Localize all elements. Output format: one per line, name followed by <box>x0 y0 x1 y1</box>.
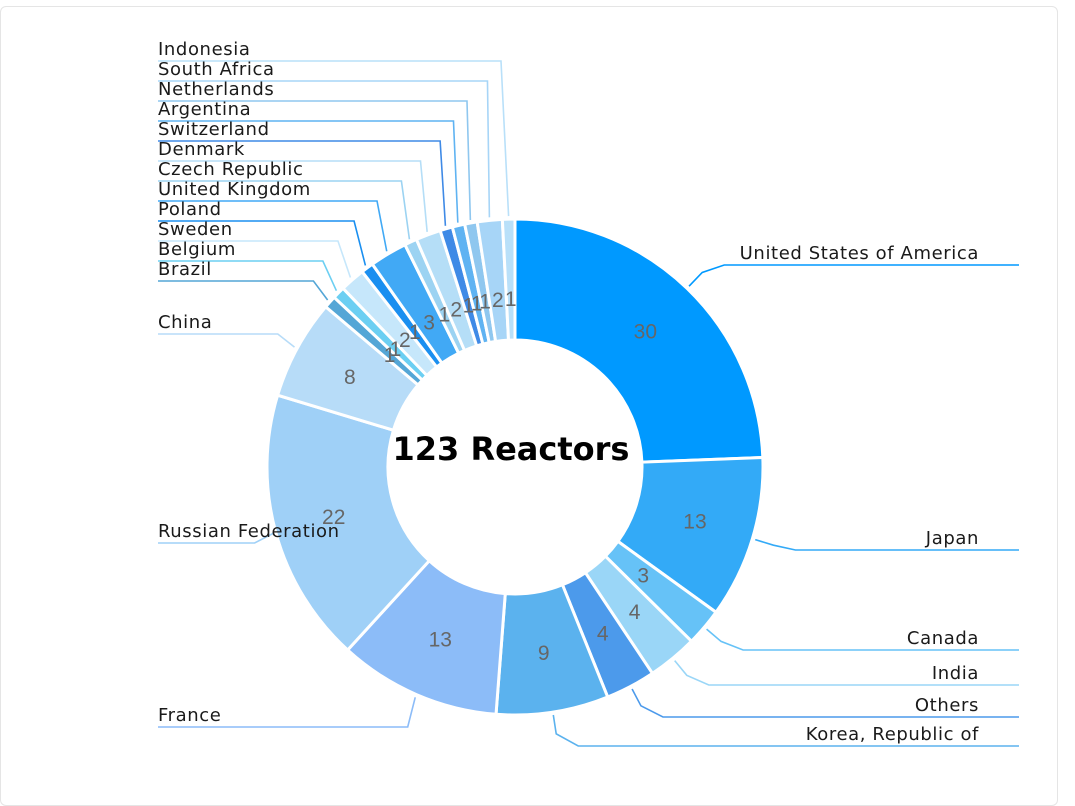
leader-line-sweden <box>158 240 352 278</box>
leader-line-canada <box>706 628 1019 651</box>
value-label-indonesia: 1 <box>505 288 517 311</box>
value-label-argentina: 1 <box>471 292 483 315</box>
legend-label-russian-federation: Russian Federation <box>158 521 340 542</box>
value-label-south-africa: 2 <box>492 289 504 312</box>
leader-line-argentina <box>158 120 459 223</box>
value-label-russian-federation: 22 <box>322 506 345 529</box>
leader-line-russian-federation <box>158 532 274 544</box>
value-label-czech-republic: 1 <box>438 304 450 327</box>
value-label-netherlands: 1 <box>479 291 491 314</box>
legend-label-brazil: Brazil <box>158 259 212 280</box>
legend-label-sweden: Sweden <box>158 219 233 240</box>
leader-line-south-africa <box>158 80 491 218</box>
legend-label-india: India <box>932 663 979 684</box>
legend-label-france: France <box>158 705 221 726</box>
chart-center-label: 123 Reactors <box>393 430 630 468</box>
leader-line-denmark <box>158 160 428 232</box>
leader-line-indonesia <box>158 60 510 217</box>
legend-label-switzerland: Switzerland <box>158 119 270 140</box>
value-label-others: 4 <box>597 622 609 645</box>
leader-line-switzerland <box>158 140 447 226</box>
legend-label-czech-republic: Czech Republic <box>158 159 303 180</box>
legend-label-korea-republic-of: Korea, Republic of <box>806 724 979 745</box>
legend-label-china: China <box>158 312 212 333</box>
leader-line-china <box>158 333 295 348</box>
legend-label-belgium: Belgium <box>158 239 236 260</box>
value-label-india: 4 <box>629 601 641 624</box>
value-label-korea-republic-of: 9 <box>538 642 550 665</box>
value-label-united-kingdom: 3 <box>423 312 435 335</box>
leader-line-korea-republic-of <box>552 714 1019 747</box>
legend-label-south-africa: South Africa <box>158 59 275 80</box>
leader-line-poland <box>158 220 367 266</box>
legend-label-united-states-of-america: United States of America <box>740 243 979 264</box>
value-label-denmark: 2 <box>450 299 462 322</box>
leader-line-india <box>674 660 1019 686</box>
chart-card: 30 13 3 4 4 9 13 22 8 1 1 2 1 3 1 2 1 1 1 2 1 United States … <box>0 6 1058 806</box>
value-label-sweden: 2 <box>399 329 411 352</box>
value-label-united-states-of-america: 30 <box>634 321 657 344</box>
leader-line-netherlands <box>158 100 472 221</box>
value-label-poland: 1 <box>409 321 421 344</box>
value-label-france: 13 <box>429 629 452 652</box>
value-label-switzerland: 1 <box>463 295 475 318</box>
value-label-china: 8 <box>344 366 356 389</box>
leader-line-japan <box>755 538 1019 551</box>
legend-label-japan: Japan <box>925 528 979 549</box>
leader-line-others <box>631 688 1019 718</box>
value-label-brazil: 1 <box>384 344 396 367</box>
value-label-belgium: 1 <box>390 338 402 361</box>
value-label-canada: 3 <box>637 565 649 588</box>
value-label-japan: 13 <box>683 510 706 533</box>
legend-label-netherlands: Netherlands <box>158 79 274 100</box>
slice-russian-federation[interactable] <box>265 393 432 653</box>
legend-label-others: Others <box>915 695 979 716</box>
legend-label-poland: Poland <box>158 199 222 220</box>
legend-label-united-kingdom: United Kingdom <box>158 179 311 200</box>
leader-line-united-kingdom <box>158 200 388 252</box>
leader-line-brazil <box>158 280 329 301</box>
legend-label-argentina: Argentina <box>158 99 251 120</box>
legend-label-canada: Canada <box>907 628 979 649</box>
leader-line-france <box>158 697 417 728</box>
legend-label-indonesia: Indonesia <box>158 39 250 60</box>
legend-label-denmark: Denmark <box>158 139 245 160</box>
slice-indonesia[interactable] <box>500 217 517 342</box>
slice-united-states-of-america[interactable] <box>513 217 765 464</box>
leader-line-united-states-of-america <box>688 264 1019 287</box>
leader-line-czech-republic <box>158 180 411 240</box>
leader-line-belgium <box>158 260 338 291</box>
